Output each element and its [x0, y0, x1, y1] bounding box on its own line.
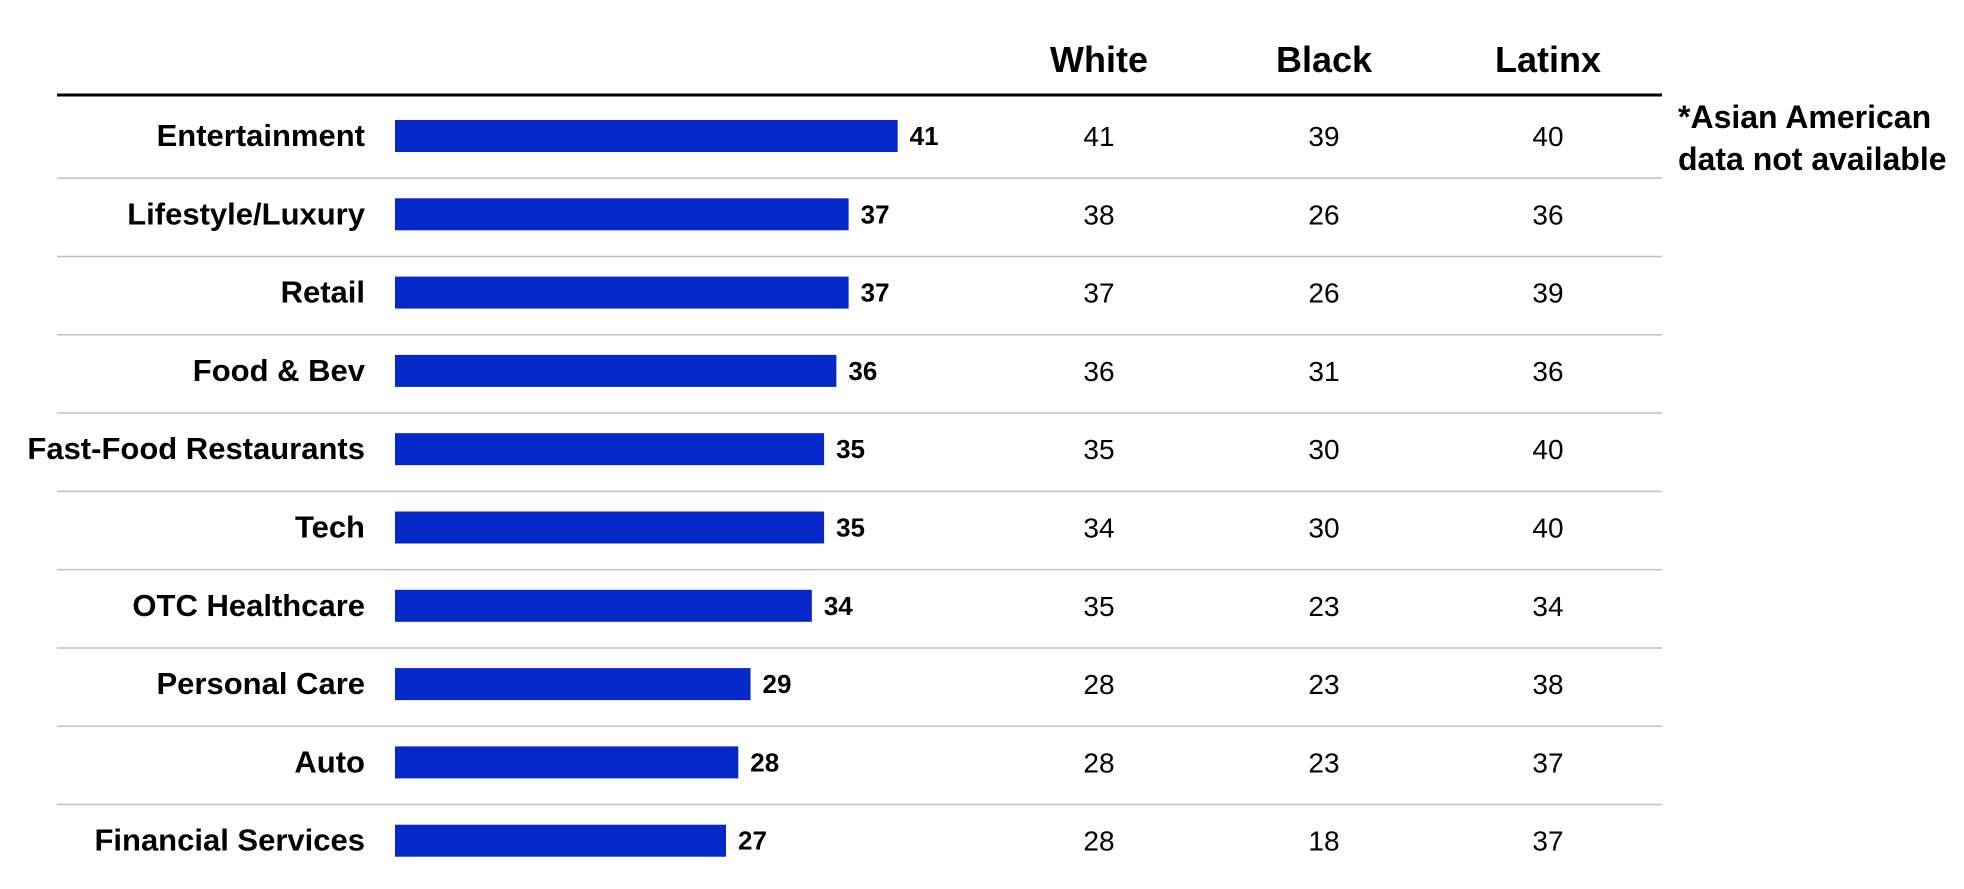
table-cell-latinx: 36 — [1532, 199, 1563, 230]
bar-value-label: 37 — [861, 278, 890, 308]
bar-value-label: 35 — [836, 434, 865, 464]
table-cell-black: 26 — [1308, 278, 1339, 309]
table-cell-white: 37 — [1083, 278, 1114, 309]
table-cell-latinx: 39 — [1532, 278, 1563, 309]
table-cell-white: 36 — [1083, 356, 1114, 387]
bar — [395, 746, 739, 779]
column-header-black: Black — [1276, 39, 1373, 80]
table-cell-latinx: 38 — [1532, 669, 1563, 700]
bar — [395, 511, 825, 544]
table-cell-black: 18 — [1308, 826, 1339, 857]
category-label: Tech — [295, 510, 365, 545]
category-label: Lifestyle/Luxury — [127, 196, 365, 231]
bar — [395, 824, 727, 857]
bar — [395, 589, 812, 622]
table-cells: 41 39 40 38 26 36 37 26 39 36 31 36 35 30 40 34 30 40 35 23… — [1083, 121, 1563, 857]
table-cell-latinx: 34 — [1532, 591, 1563, 622]
category-labels: Entertainment Lifestyle/Luxury Retail Food … — [27, 118, 365, 858]
bar-value-label: 41 — [910, 121, 939, 151]
table-cell-black: 30 — [1308, 513, 1339, 544]
category-label: Food & Bev — [193, 353, 366, 388]
table-cell-black: 31 — [1308, 356, 1339, 387]
table-headers: White Black Latinx — [1050, 39, 1601, 80]
bar — [395, 668, 751, 701]
bar-value-labels: 41 37 37 36 35 35 34 29 28 27 — [738, 121, 939, 856]
bar — [395, 433, 825, 466]
category-label: Entertainment — [157, 118, 365, 153]
column-header-white: White — [1050, 39, 1148, 80]
table-cell-latinx: 37 — [1532, 826, 1563, 857]
category-label: Retail — [281, 275, 365, 310]
table-cell-white: 28 — [1083, 669, 1114, 700]
table-cell-black: 30 — [1308, 434, 1339, 465]
bar-value-label: 28 — [750, 747, 779, 777]
bar-series — [395, 120, 898, 857]
bar-value-label: 36 — [848, 356, 877, 386]
bar — [395, 120, 898, 152]
bar-value-label: 27 — [738, 826, 767, 856]
bar-value-label: 37 — [861, 199, 890, 229]
table-cell-white: 28 — [1083, 747, 1114, 778]
bar — [395, 354, 837, 387]
bar-value-label: 29 — [763, 669, 792, 699]
bar-value-label: 35 — [836, 513, 865, 543]
table-cell-black: 23 — [1308, 591, 1339, 622]
bar — [395, 198, 849, 231]
bar — [395, 276, 849, 309]
table-cell-white: 35 — [1083, 591, 1114, 622]
category-label: Fast-Food Restaurants — [27, 431, 365, 466]
table-cell-black: 23 — [1308, 669, 1339, 700]
category-label: Auto — [294, 744, 365, 779]
table-cell-white: 34 — [1083, 513, 1114, 544]
footnote-line-2: data not available — [1678, 141, 1947, 177]
table-cell-latinx: 40 — [1532, 121, 1563, 152]
table-cell-black: 23 — [1308, 747, 1339, 778]
footnote-line-1: *Asian American — [1678, 99, 1932, 135]
table-cell-white: 28 — [1083, 826, 1114, 857]
footnote: *Asian American data not available — [1678, 96, 1947, 180]
category-label: Personal Care — [157, 666, 366, 701]
column-header-latinx: Latinx — [1495, 39, 1601, 80]
category-label: Financial Services — [94, 823, 365, 858]
table-cell-white: 38 — [1083, 199, 1114, 230]
table-cell-white: 41 — [1083, 121, 1114, 152]
table-cell-latinx: 40 — [1532, 513, 1563, 544]
table-cell-latinx: 36 — [1532, 356, 1563, 387]
table-cell-latinx: 37 — [1532, 747, 1563, 778]
table-cell-black: 26 — [1308, 199, 1339, 230]
table-cell-latinx: 40 — [1532, 434, 1563, 465]
table-cell-white: 35 — [1083, 434, 1114, 465]
table-cell-black: 39 — [1308, 121, 1339, 152]
row-dividers — [57, 177, 1662, 806]
bar-value-label: 34 — [824, 591, 853, 621]
category-label: OTC Healthcare — [132, 588, 365, 623]
